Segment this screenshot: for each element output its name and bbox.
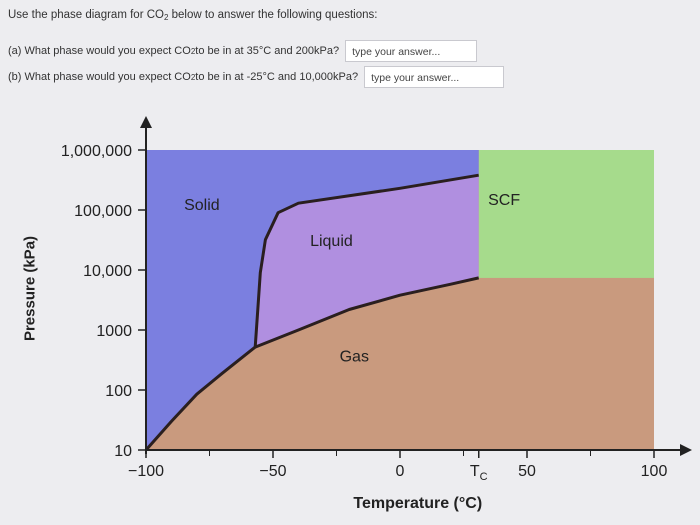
x-axis-arrow [680, 444, 692, 456]
question-b-sub: 2 [190, 72, 196, 82]
region-label-liquid: Liquid [310, 233, 353, 250]
intro-post: below to answer the following questions: [168, 9, 378, 21]
x-tick-label: 50 [518, 463, 536, 480]
region-solid [146, 150, 479, 450]
intro-pre: Use the phase diagram for CO [8, 9, 164, 21]
y-tick-label: 100,000 [74, 203, 132, 220]
y-tick-label: 1000 [96, 323, 132, 340]
y-tick-label: 10,000 [83, 263, 132, 280]
intro-sub: 2 [163, 13, 169, 22]
sublimation-curve [144, 345, 257, 451]
region-label-gas: Gas [340, 348, 369, 365]
question-a-pre: (a) What phase would you expect CO [8, 45, 191, 57]
y-axis-arrow [140, 116, 152, 128]
y-tick-label: 10 [114, 443, 132, 460]
vaporization-curve [254, 276, 480, 349]
axes-layer [138, 116, 692, 458]
answer-input-b[interactable]: type your answer... [364, 66, 505, 88]
tc-label: TC [470, 463, 488, 483]
x-tick-label: 0 [396, 463, 405, 480]
y-tick-label: 1,000,000 [61, 143, 132, 160]
question-a-sub: 2 [190, 46, 196, 56]
region-liquid [255, 150, 479, 348]
question-b: (b) What phase would you expect CO 2 to b… [8, 66, 505, 88]
question-a-post: to be in at 35°C and 200kPa? [195, 45, 340, 57]
region-label-solid: Solid [184, 197, 220, 214]
x-tick-label: −50 [259, 463, 286, 480]
x-axis-title: Temperature (°C) [353, 495, 482, 512]
question-b-post: to be in at -25°C and 10,000kPa? [195, 71, 359, 83]
question-b-pre: (b) What phase would you expect CO [8, 71, 191, 83]
intro-text: Use the phase diagram for CO2 below to a… [8, 9, 377, 22]
phase-diagram-chart: 1,000,000 100,000 10,000 1000 100 10 −100 −50 0 5… [61, 116, 692, 512]
regions-layer [146, 150, 654, 450]
curves-layer [144, 173, 480, 451]
answer-input-a[interactable]: type your answer... [345, 40, 478, 62]
labels-layer: 1,000,000 100,000 10,000 1000 100 10 −100 −50 0 5… [61, 143, 668, 512]
x-tick-label: −100 [128, 463, 164, 480]
region-label-scf: SCF [488, 192, 520, 209]
question-a: (a) What phase would you expect CO 2 to b… [8, 40, 478, 62]
region-scf [478, 150, 654, 278]
melting-curve [253, 173, 479, 348]
x-tick-label: 100 [641, 463, 668, 480]
y-tick-label: 100 [105, 383, 132, 400]
